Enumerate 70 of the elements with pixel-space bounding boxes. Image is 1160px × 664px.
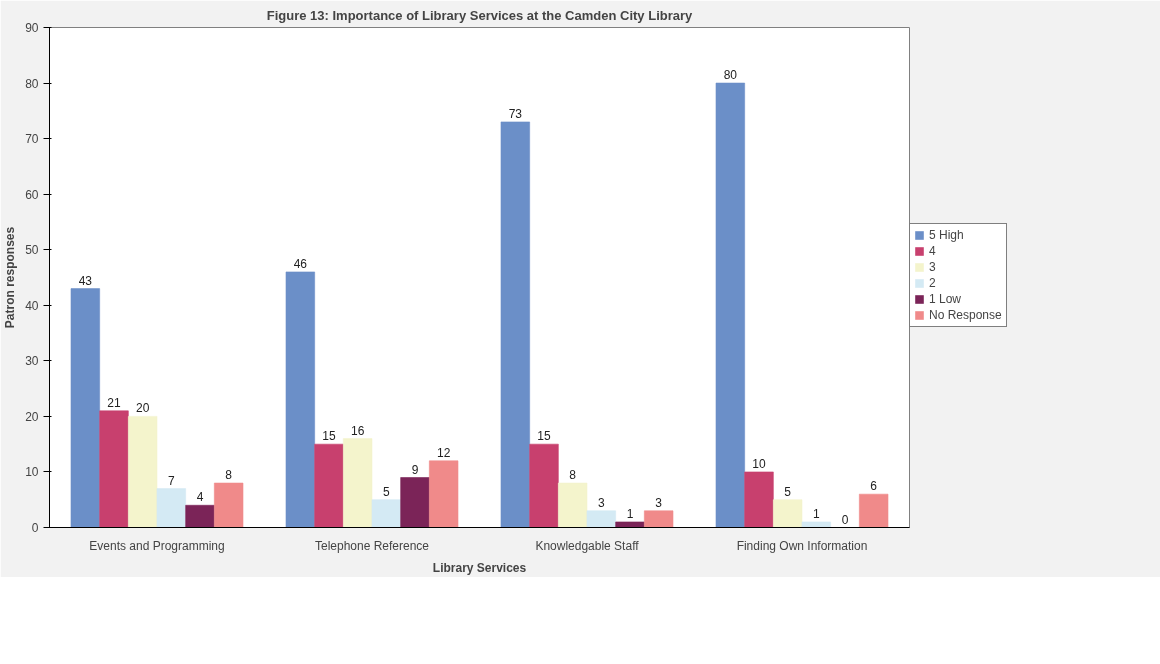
bar: [156, 488, 186, 528]
y-axis-title: Patron responses: [3, 226, 18, 329]
bar: [558, 482, 588, 528]
x-tick-label: Finding Own Information: [736, 538, 868, 553]
bar: [859, 493, 889, 528]
bar: [744, 471, 774, 528]
data-label: 46: [293, 256, 308, 271]
bar: [801, 521, 831, 528]
data-label: 15: [537, 429, 551, 444]
bar: [773, 499, 803, 528]
bar: [529, 443, 559, 528]
bar: [429, 460, 459, 528]
data-label: 1: [626, 506, 634, 521]
data-label: 4: [196, 490, 204, 505]
data-label: 80: [723, 68, 738, 83]
data-label: 7: [168, 473, 175, 488]
bar: [214, 482, 244, 528]
data-label: 20: [135, 401, 150, 416]
data-label: 6: [870, 479, 878, 494]
bar: [343, 438, 373, 528]
data-label: 43: [78, 273, 93, 288]
y-tick-label: 30: [25, 354, 39, 369]
y-tick-label: 70: [25, 132, 39, 147]
chart-title: Figure 13: Importance of Library Services at the Camden City Library: [266, 7, 694, 23]
data-label: 12: [436, 445, 451, 460]
y-tick-label: 50: [25, 243, 39, 258]
legend-label: No Response: [929, 308, 1002, 322]
bar: [500, 121, 530, 528]
data-label: 10: [752, 456, 766, 471]
data-label: 1: [813, 506, 820, 521]
data-label: 15: [322, 429, 336, 444]
data-label: 5: [383, 484, 390, 499]
bar: [185, 504, 215, 528]
bar: [586, 510, 616, 528]
x-axis-title: Library Services: [432, 560, 527, 575]
data-label: 8: [225, 468, 233, 483]
legend-label: 2: [929, 276, 937, 290]
data-label: 9: [411, 462, 419, 477]
bar: [285, 271, 315, 528]
y-tick-label: 40: [25, 298, 39, 313]
data-label: 3: [598, 495, 605, 510]
data-label: 5: [784, 484, 792, 499]
y-tick-label: 10: [25, 465, 39, 480]
bar: [615, 521, 645, 528]
x-tick-label: Events and Programming: [89, 538, 225, 553]
y-tick-label: 90: [25, 21, 39, 35]
data-label: 8: [569, 468, 577, 483]
data-label: 16: [350, 423, 365, 438]
legend-label: 3: [929, 260, 937, 274]
bar: [314, 443, 344, 528]
bar: [70, 288, 100, 528]
legend-label: 1 Low: [929, 292, 962, 306]
y-tick-label: 20: [25, 409, 39, 424]
bar: [371, 499, 401, 528]
data-label: 0: [841, 512, 849, 527]
x-tick-label: Telephone Reference: [314, 538, 430, 553]
bar: [128, 416, 158, 528]
bar: [99, 410, 129, 528]
bar: [644, 510, 674, 528]
y-tick-label: 60: [25, 187, 39, 202]
x-tick-label: Knowledgable Staff: [535, 538, 640, 553]
y-tick-label: 80: [25, 76, 39, 91]
bar: [400, 477, 430, 528]
data-label: 21: [107, 395, 121, 410]
legend-label: 5 High: [929, 228, 964, 242]
y-tick-label: 0: [31, 521, 39, 535]
data-label: 3: [655, 495, 663, 510]
data-label: 73: [508, 106, 523, 121]
legend-label: 4: [929, 244, 937, 258]
bar: [715, 82, 745, 528]
